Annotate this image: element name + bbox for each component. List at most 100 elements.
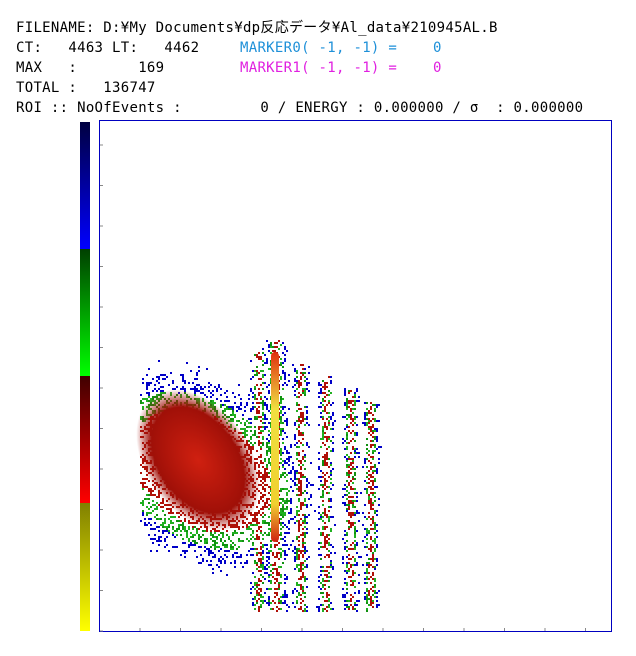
pixel bbox=[294, 384, 296, 386]
pixel bbox=[176, 414, 178, 416]
pixel bbox=[196, 400, 198, 402]
pixel bbox=[352, 420, 354, 422]
pixel bbox=[374, 496, 376, 498]
pixel bbox=[220, 430, 222, 432]
pixel bbox=[374, 408, 376, 410]
pixel bbox=[346, 406, 348, 408]
pixel bbox=[174, 456, 176, 458]
pixel bbox=[264, 426, 266, 428]
pixel bbox=[160, 392, 162, 394]
pixel bbox=[256, 586, 258, 588]
pixel bbox=[260, 552, 262, 554]
pixel bbox=[250, 512, 252, 514]
pixel bbox=[264, 522, 266, 524]
pixel bbox=[222, 478, 224, 480]
pixel bbox=[378, 404, 380, 406]
pixel bbox=[174, 492, 176, 494]
pixel bbox=[344, 392, 346, 394]
pixel bbox=[372, 472, 374, 474]
pixel bbox=[356, 564, 358, 566]
pixel bbox=[366, 608, 368, 610]
pixel bbox=[250, 390, 252, 392]
pixel bbox=[354, 540, 356, 542]
pixel bbox=[186, 436, 188, 438]
pixel bbox=[350, 464, 352, 466]
pixel bbox=[286, 462, 288, 464]
pixel bbox=[186, 410, 188, 412]
pixel bbox=[298, 578, 300, 580]
pixel bbox=[242, 432, 244, 434]
pixel bbox=[182, 434, 184, 436]
pixel bbox=[322, 416, 324, 418]
pixel bbox=[372, 528, 374, 530]
pixel bbox=[206, 548, 208, 550]
pixel bbox=[372, 590, 374, 592]
pixel bbox=[260, 384, 262, 386]
pixel bbox=[266, 438, 268, 440]
pixel bbox=[346, 434, 348, 436]
pixel bbox=[270, 574, 272, 576]
pixel bbox=[370, 446, 372, 448]
pixel bbox=[364, 488, 366, 490]
pixel bbox=[372, 436, 374, 438]
pixel bbox=[246, 488, 248, 490]
pixel bbox=[324, 444, 326, 446]
pixel bbox=[346, 414, 348, 416]
pixel bbox=[244, 446, 246, 448]
pixel bbox=[210, 496, 212, 498]
pixel bbox=[286, 502, 288, 504]
pixel bbox=[238, 508, 240, 510]
pixel bbox=[280, 402, 282, 404]
pixel bbox=[236, 420, 238, 422]
pixel bbox=[230, 408, 232, 410]
pixel bbox=[324, 426, 326, 428]
pixel bbox=[264, 592, 266, 594]
pixel bbox=[346, 600, 348, 602]
pixel bbox=[260, 526, 262, 528]
pixel bbox=[282, 594, 284, 596]
pixel bbox=[346, 442, 348, 444]
pixel bbox=[324, 474, 326, 476]
pixel bbox=[318, 424, 320, 426]
pixel bbox=[266, 446, 268, 448]
pixel bbox=[280, 362, 282, 364]
pixel bbox=[302, 456, 304, 458]
pixel bbox=[208, 406, 210, 408]
pixel bbox=[284, 600, 286, 602]
pixel bbox=[162, 412, 164, 414]
pixel bbox=[274, 508, 276, 510]
pixel bbox=[164, 514, 166, 516]
pixel bbox=[224, 546, 226, 548]
pixel bbox=[298, 536, 300, 538]
pixel bbox=[286, 596, 288, 598]
pixel bbox=[354, 396, 356, 398]
pixel bbox=[234, 448, 236, 450]
pixel bbox=[156, 482, 158, 484]
pixel bbox=[180, 410, 182, 412]
pixel bbox=[216, 542, 218, 544]
pixel bbox=[190, 510, 192, 512]
pixel bbox=[302, 390, 304, 392]
pixel bbox=[160, 540, 162, 542]
pixel bbox=[364, 424, 366, 426]
pixel bbox=[230, 452, 232, 454]
pixel bbox=[166, 526, 168, 528]
pixel bbox=[282, 362, 284, 364]
pixel bbox=[280, 532, 282, 534]
pixel bbox=[318, 586, 320, 588]
pixel bbox=[250, 450, 252, 452]
pixel bbox=[262, 558, 264, 560]
pixel bbox=[374, 470, 376, 472]
pixel bbox=[188, 526, 190, 528]
pixel bbox=[156, 390, 158, 392]
pixel bbox=[348, 470, 350, 472]
pixel bbox=[346, 510, 348, 512]
pixel bbox=[256, 592, 258, 594]
pixel bbox=[246, 402, 248, 404]
pixel bbox=[274, 556, 276, 558]
pixel bbox=[364, 412, 366, 414]
pixel bbox=[234, 510, 236, 512]
pixel bbox=[208, 550, 210, 552]
pixel bbox=[194, 418, 196, 420]
pixel bbox=[364, 402, 366, 404]
